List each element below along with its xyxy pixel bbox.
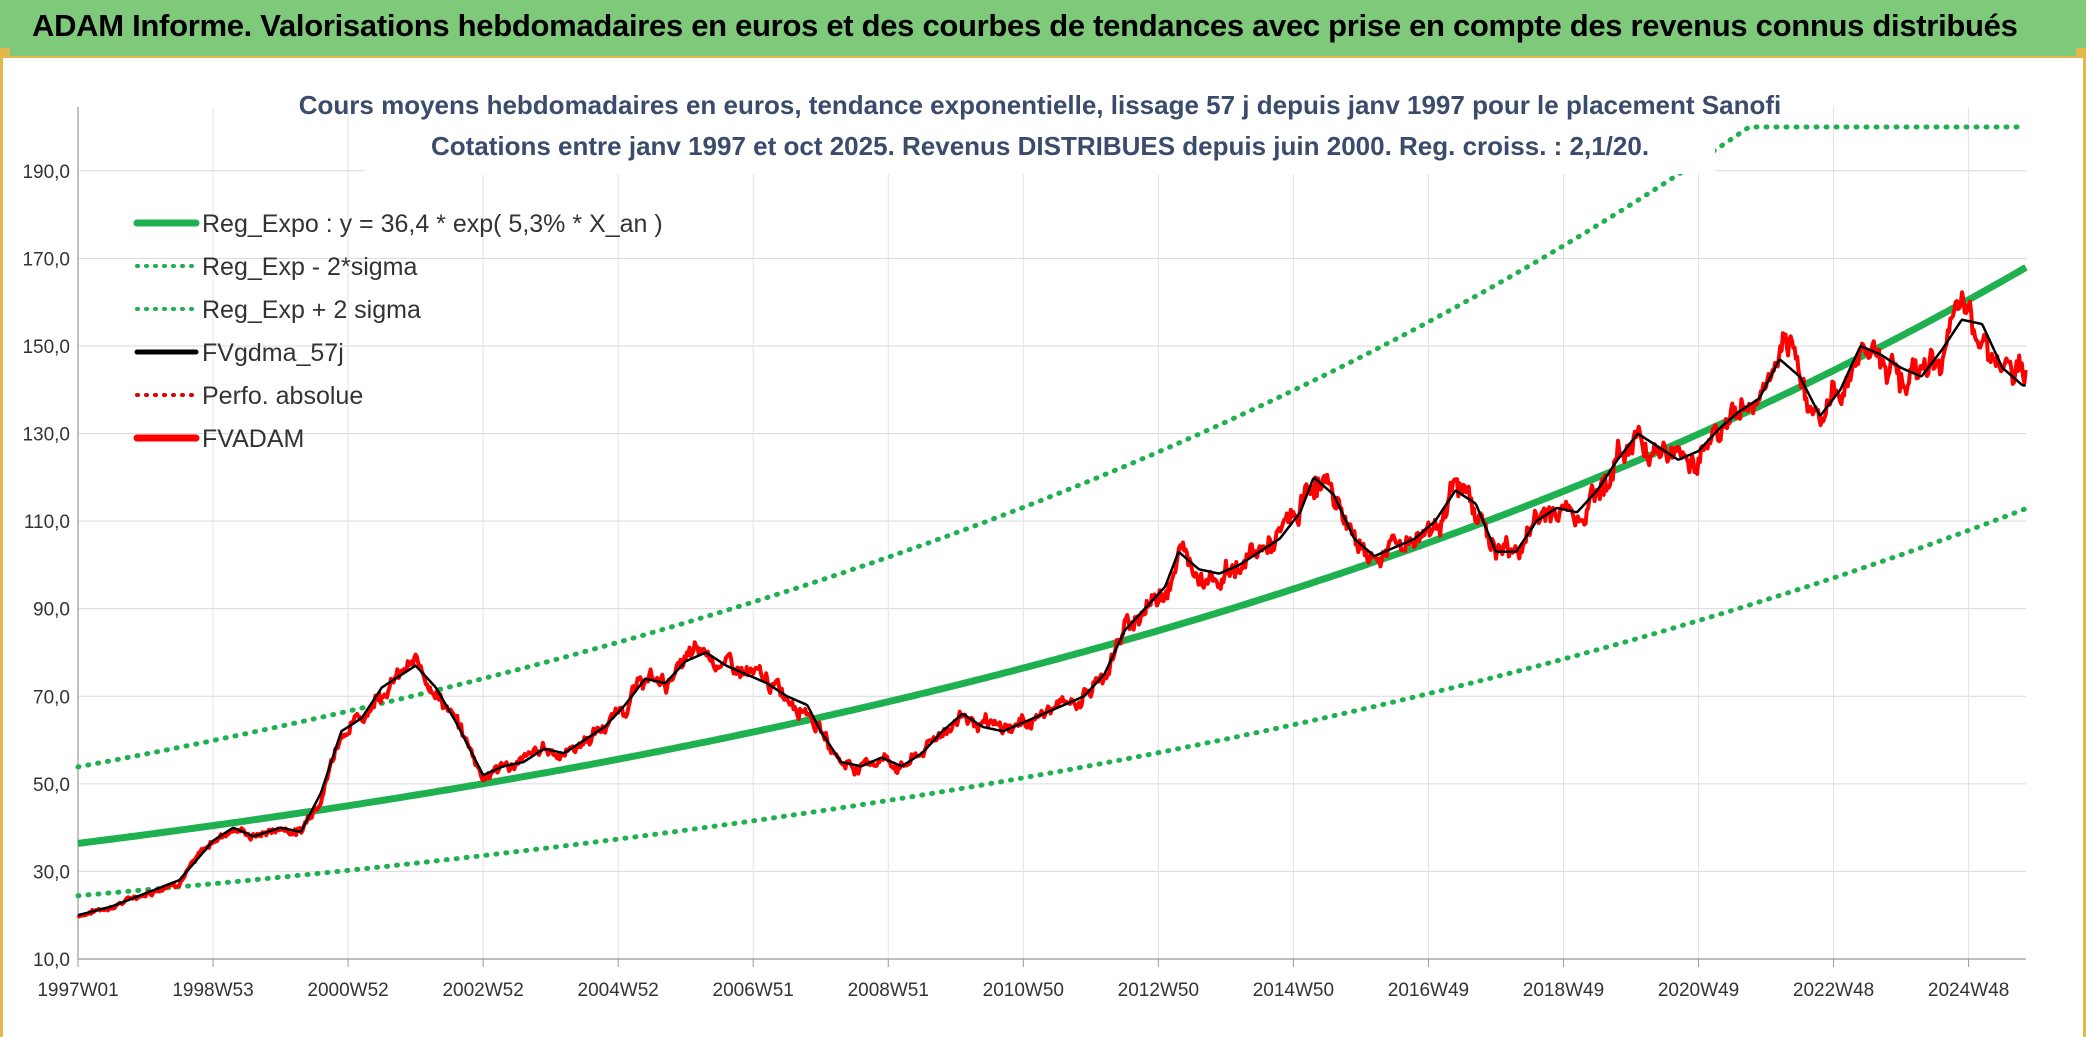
fvadam-line bbox=[76, 290, 2028, 919]
frame-corner-right bbox=[2076, 48, 2086, 56]
y-tick-label: 190,0 bbox=[22, 162, 70, 183]
report-banner: ADAM Informe. Valorisations hebdomadaire… bbox=[0, 0, 2086, 58]
legend-label: Perfo. absolue bbox=[202, 382, 363, 410]
y-tick-label: 130,0 bbox=[22, 425, 70, 446]
y-tick-label: 10,0 bbox=[33, 950, 70, 971]
legend-label: Reg_Exp - 2*sigma bbox=[202, 253, 417, 281]
reg-expo-line bbox=[77, 264, 2028, 847]
chart-subtitle: Cotations entre janv 1997 et oct 2025. R… bbox=[431, 131, 1649, 161]
axes: 10,0 30,0 50,0 70,0 90,0 110,0 130,0 150,0 170,0… bbox=[22, 107, 2026, 1001]
title-box bbox=[365, 78, 1715, 174]
y-tick-label: 150,0 bbox=[22, 337, 70, 358]
x-tick-label: 2018W49 bbox=[1523, 980, 1604, 1001]
chart-title: Cours moyens hebdomadaires en euros, ten… bbox=[299, 90, 1781, 120]
x-tick-label: 2016W49 bbox=[1388, 980, 1469, 1001]
x-tick-label: 2020W49 bbox=[1658, 980, 1739, 1001]
x-tick-label: 2008W51 bbox=[848, 980, 929, 1001]
x-tick-label: 2012W50 bbox=[1118, 980, 1199, 1001]
x-tick-label: 2004W52 bbox=[578, 980, 659, 1001]
legend-label: Reg_Exp + 2 sigma bbox=[202, 296, 421, 324]
x-tick-label: 2022W48 bbox=[1793, 980, 1874, 1001]
reg-high-line bbox=[75, 124, 2029, 770]
x-tick-label: 2000W52 bbox=[307, 980, 388, 1001]
y-tick-label: 90,0 bbox=[33, 600, 70, 621]
series-lines bbox=[75, 124, 2029, 919]
x-tick-label: 1998W53 bbox=[172, 980, 253, 1001]
frame-corner-left bbox=[0, 48, 10, 56]
chart-frame bbox=[0, 58, 2086, 1037]
legend-label: Reg_Expo : y = 36,4 * exp( 5,3% * X_an ) bbox=[202, 210, 663, 238]
x-tick-label: 1997W01 bbox=[37, 980, 118, 1001]
fvgdma-line bbox=[77, 318, 2026, 917]
y-tick-label: 50,0 bbox=[33, 775, 70, 796]
x-tick-label: 2010W50 bbox=[983, 980, 1064, 1001]
legend: Reg_Expo : y = 36,4 * exp( 5,3% * X_an )… bbox=[133, 210, 663, 453]
y-tick-label: 30,0 bbox=[33, 862, 70, 883]
reg-low-line bbox=[75, 506, 2029, 899]
y-tick-label: 170,0 bbox=[22, 249, 70, 270]
x-tick-label: 2006W51 bbox=[713, 980, 794, 1001]
x-tick-label: 2014W50 bbox=[1253, 980, 1334, 1001]
report-title: ADAM Informe. Valorisations hebdomadaire… bbox=[32, 8, 2018, 43]
x-tick-label: 2024W48 bbox=[1928, 980, 2009, 1001]
legend-label: FVgdma_57j bbox=[202, 339, 344, 367]
x-tick-label: 2002W52 bbox=[442, 980, 523, 1001]
y-tick-label: 70,0 bbox=[33, 687, 70, 708]
y-tick-label: 110,0 bbox=[24, 512, 70, 533]
legend-label: FVADAM bbox=[202, 425, 304, 453]
